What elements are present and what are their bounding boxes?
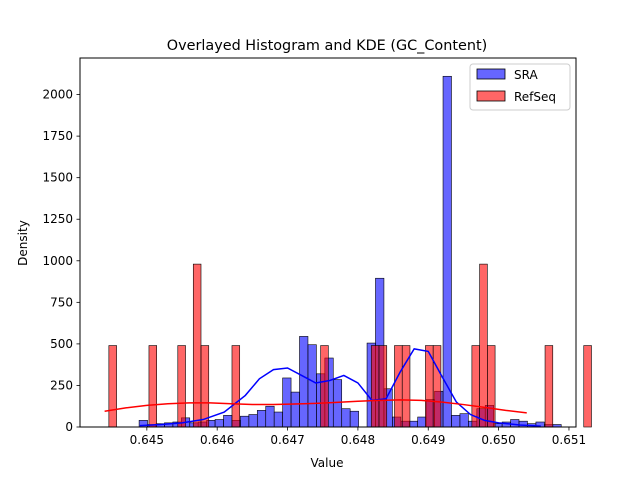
- legend: SRA RefSeq: [469, 63, 571, 111]
- chart-title: Overlayed Histogram and KDE (GC_Content): [167, 38, 487, 54]
- sra-bar-31: [408, 420, 419, 428]
- refseq-bar-2: [177, 345, 186, 428]
- x-tick-label: 0.651: [552, 433, 586, 447]
- x-axis: 0.645 0.646 0.647 0.648 0.649 0.650 0.651: [130, 427, 586, 447]
- sra-bar-16: [273, 411, 283, 428]
- x-tick-label: 0.649: [411, 433, 445, 447]
- sra-bar-18: [290, 391, 300, 428]
- y-tick-label: 2000: [42, 88, 73, 102]
- refseq-bar-17: [583, 345, 592, 428]
- refseq-bar-7: [370, 345, 380, 428]
- sra-bar-44: [518, 420, 528, 428]
- y-tick-label: 0: [65, 420, 73, 434]
- y-tick-label: 1750: [42, 129, 73, 143]
- sra-bar-13: [248, 414, 258, 428]
- legend-label-refseq: RefSeq: [514, 90, 556, 104]
- sra-bar-19: [299, 336, 309, 428]
- refseq-bar-14: [479, 263, 488, 428]
- sra-bar-15: [265, 405, 275, 428]
- sra-bar-17: [282, 377, 292, 428]
- y-tick-label: 750: [50, 295, 73, 309]
- y-tick-label: 1000: [42, 254, 73, 268]
- sra-bar-9: [214, 419, 224, 428]
- refseq-bar-0: [108, 345, 117, 428]
- sra-bar-32: [417, 416, 427, 428]
- sra-bar-43: [510, 419, 520, 428]
- y-tick-label: 1250: [42, 212, 73, 226]
- y-tick-label: 1500: [42, 171, 73, 185]
- sra-kde-line: [139, 348, 541, 427]
- sra-bar-37: [459, 413, 469, 428]
- sra-bar-12: [240, 415, 250, 428]
- refseq-bar-9: [394, 345, 403, 428]
- sra-bar-24: [341, 408, 351, 428]
- sra-bar-36: [451, 415, 461, 428]
- refseq-bar-1: [148, 345, 157, 428]
- x-tick-label: 0.645: [130, 433, 164, 447]
- refseq-bars: [108, 263, 592, 428]
- refseq-kde-line: [104, 399, 527, 414]
- x-axis-label: Value: [311, 456, 344, 470]
- plot-area: 0.645 0.646 0.647 0.648 0.649 0.650 0.651 0 250…: [42, 57, 592, 447]
- x-tick-label: 0.650: [481, 433, 515, 447]
- y-axis-label: Density: [16, 220, 30, 266]
- refseq-bar-16: [544, 345, 554, 428]
- refseq-bar-5: [231, 345, 241, 428]
- sra-bar-20: [307, 344, 317, 428]
- refseq-bar-15: [487, 345, 496, 428]
- legend-swatch-refseq: [476, 90, 506, 102]
- kde-lines: [104, 348, 541, 427]
- x-tick-label: 0.647: [270, 433, 304, 447]
- refseq-bar-8: [378, 345, 388, 428]
- legend-label-sra: SRA: [514, 68, 538, 82]
- refseq-bar-4: [200, 345, 210, 428]
- legend-swatch-sra: [476, 68, 506, 80]
- x-tick-label: 0.648: [341, 433, 375, 447]
- sra-bar-35: [442, 75, 452, 428]
- sra-bar-10: [223, 415, 233, 428]
- y-tick-label: 250: [50, 378, 73, 392]
- y-axis: 0 250 500 750 1000 1250 1500 1750 2000: [42, 88, 80, 434]
- y-tick-label: 500: [50, 337, 73, 351]
- sra-bar-14: [256, 410, 267, 428]
- plot-frame: [79, 57, 577, 428]
- refseq-bar-6: [320, 345, 329, 428]
- x-tick-label: 0.646: [200, 433, 234, 447]
- sra-bar-25: [349, 410, 359, 428]
- refseq-bar-12: [432, 345, 442, 428]
- sra-bar-23: [332, 379, 343, 428]
